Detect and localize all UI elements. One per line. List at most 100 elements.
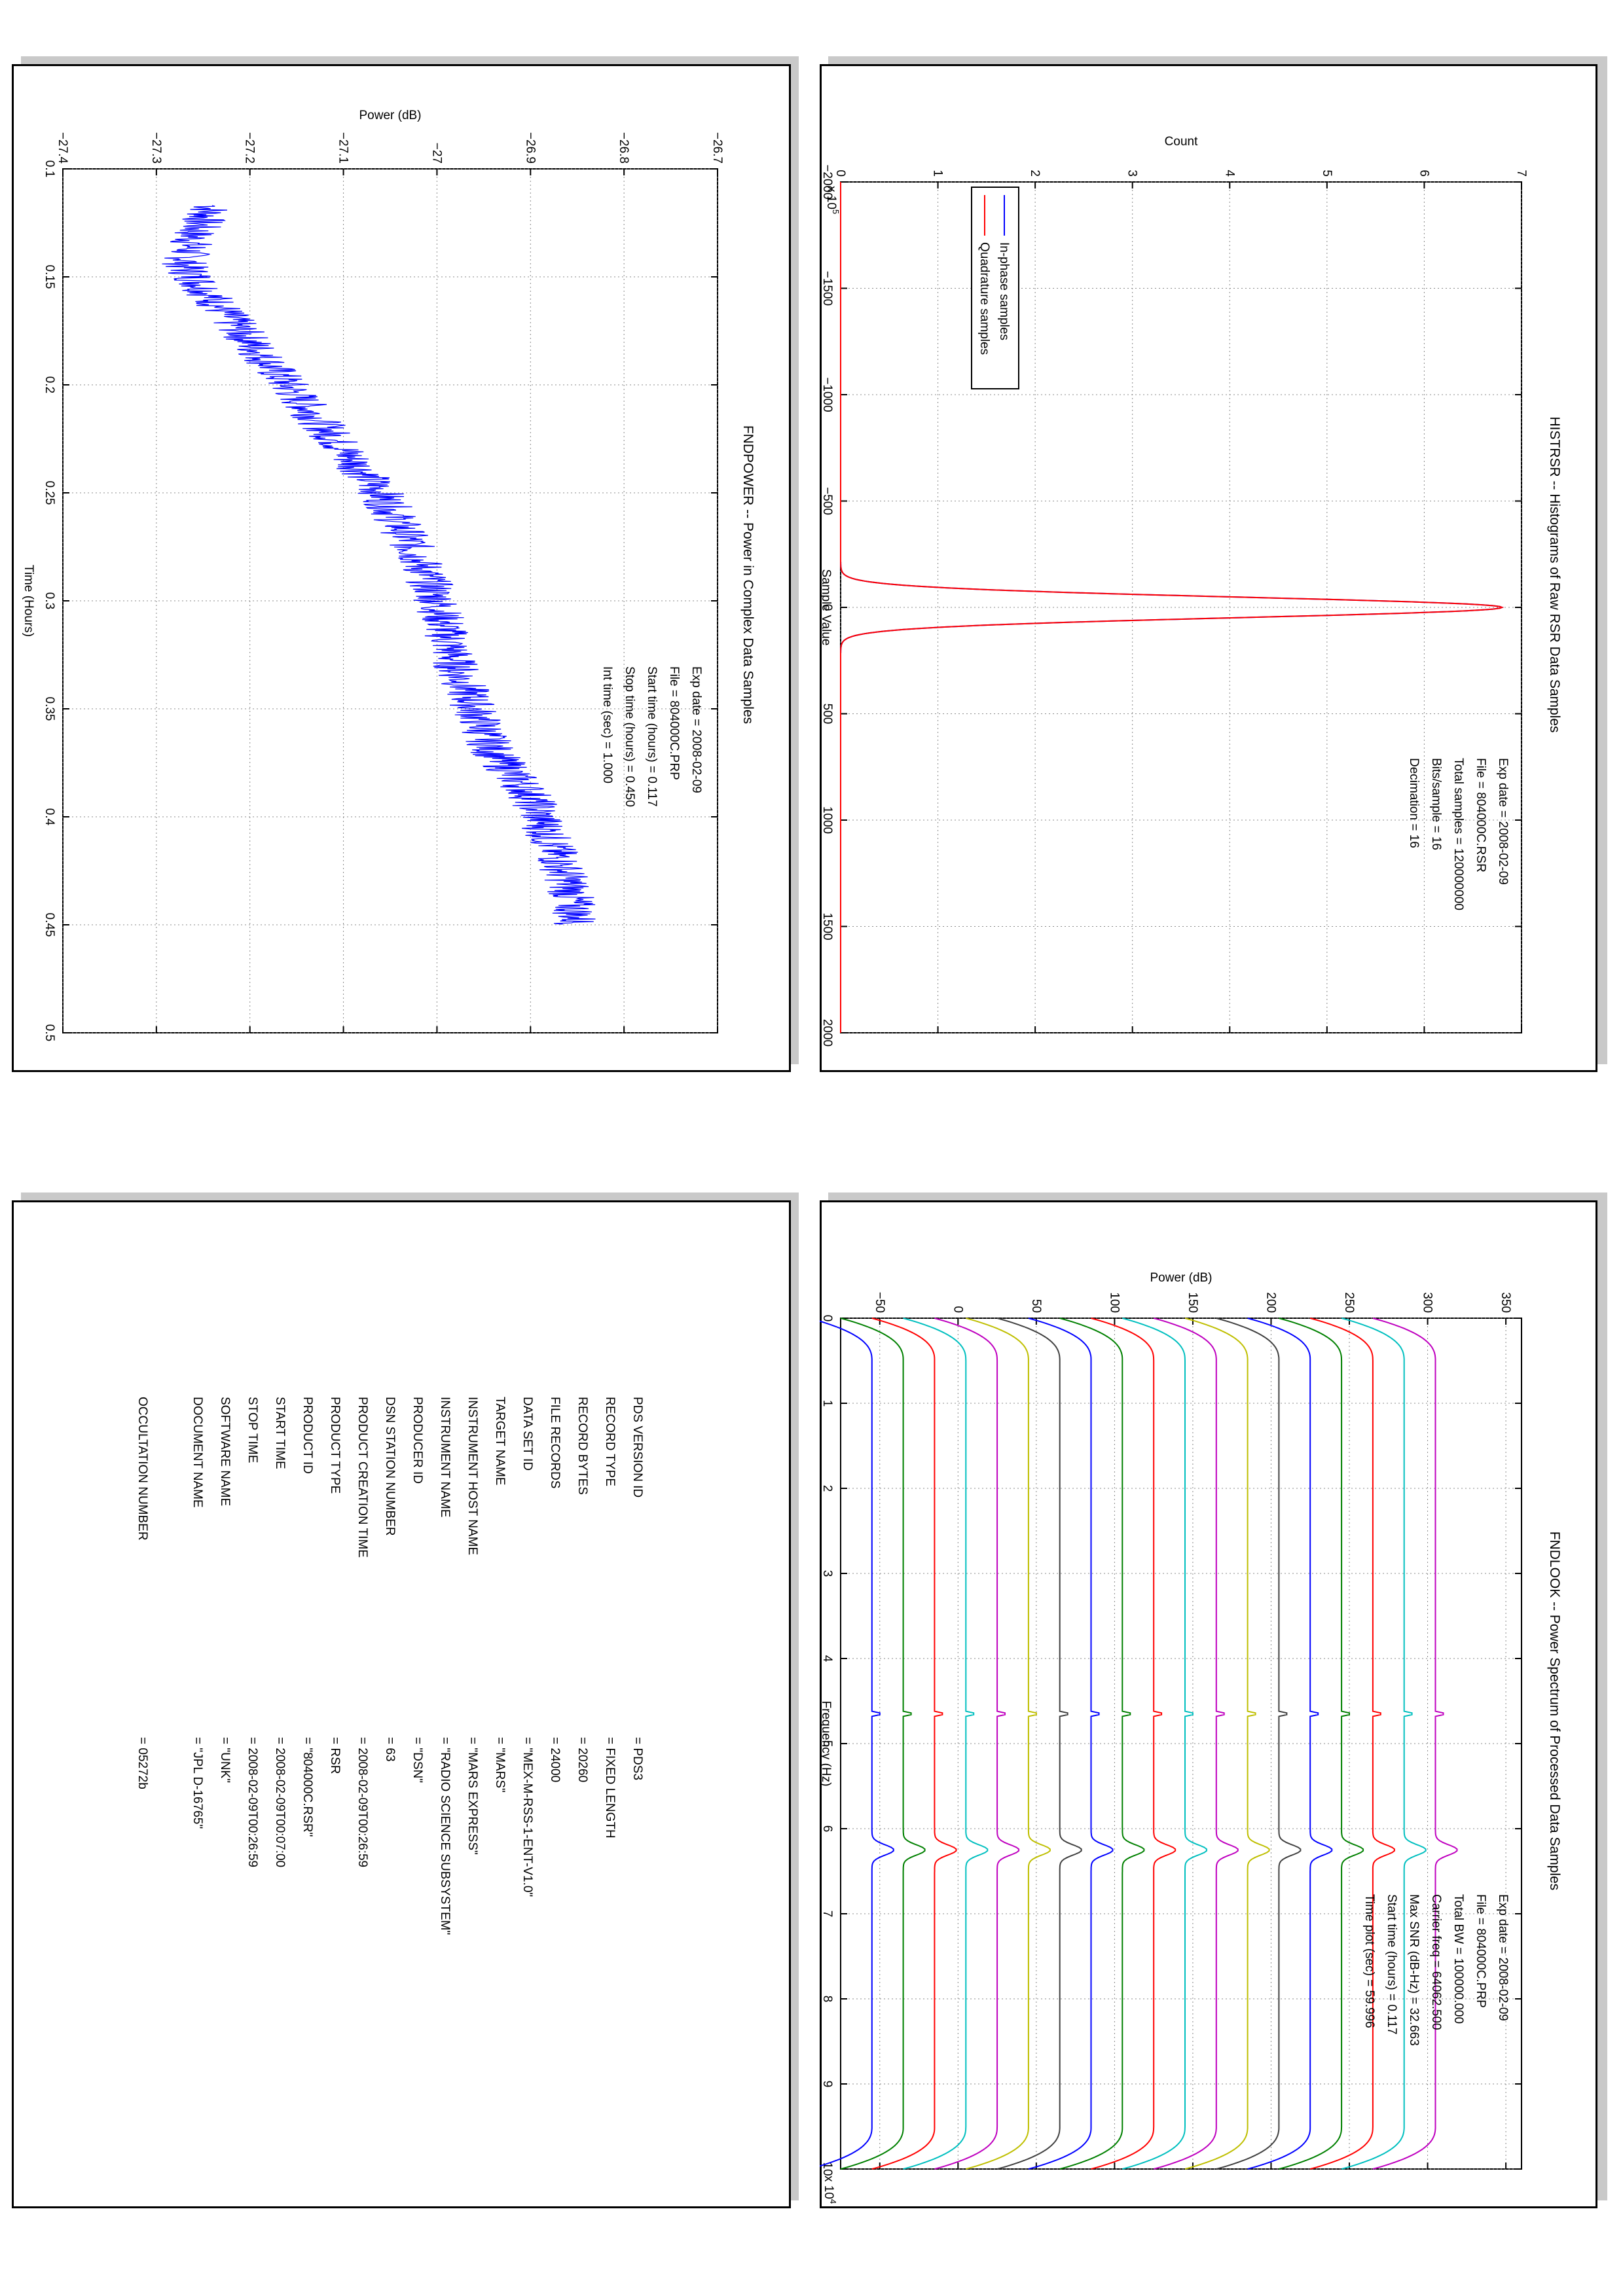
annotation-line: Max SNR (dB-Hz) = 32.663	[1407, 1894, 1421, 2046]
histrsr-series	[840, 182, 1504, 1033]
pds-value: = "MEX-M-RSS-1-ENT-V1.0"	[520, 1737, 534, 1897]
spectrum-line-17	[1341, 1318, 1427, 2170]
histrsr-xlabel: Sample Value	[820, 569, 833, 646]
x-tick-label: 0.2	[43, 376, 56, 393]
pds-value: = 2008-02-09T00:07:00	[273, 1737, 287, 1867]
histrsr-y-exponent: x 105	[824, 186, 841, 214]
y-tick-label: 250	[1342, 1292, 1356, 1313]
pds-key: OCCULTATION NUMBER	[136, 1397, 149, 1541]
histogram-line-quadrature	[840, 182, 1504, 1033]
x-tick-label: 1500	[820, 912, 834, 940]
y-tick-label: 50	[1029, 1299, 1043, 1313]
fndpower-grid	[62, 168, 718, 1033]
annotation-line: File = 804000C.PRP	[1474, 1894, 1487, 2008]
y-tick-label: 3	[1125, 170, 1139, 177]
spectrum-line-16	[1309, 1318, 1395, 2170]
y-tick-label: 5	[1320, 170, 1334, 177]
x-tick-label: 8	[820, 1996, 834, 2003]
x-tick-label: 2	[820, 1485, 834, 1492]
pds-key: PRODUCT TYPE	[328, 1397, 342, 1494]
fndpower-series	[162, 205, 596, 925]
annotation-line: Exp date = 2008-02-09	[689, 666, 703, 793]
pds-value: = 2008-02-09T00:26:59	[356, 1737, 369, 1867]
x-tick-label: −1000	[820, 377, 834, 412]
pds-key: RECORD TYPE	[603, 1397, 617, 1486]
y-tick-label: −27.4	[56, 132, 69, 164]
spectrum-line-2	[871, 1318, 957, 2170]
x-tick-label: 0.4	[43, 808, 56, 826]
fndlook-chart: FNDLOOK -- Power Spectrum of Processed D…	[809, 1271, 1562, 2204]
pds-key: RECORD BYTES	[575, 1397, 589, 1495]
histrsr-ylabel: Count	[1165, 135, 1198, 149]
y-tick-label: 300	[1421, 1292, 1434, 1313]
spectrum-line-9	[1091, 1318, 1176, 2170]
y-tick-label: −50	[873, 1292, 886, 1313]
y-tick-label: −27.2	[243, 132, 257, 164]
pds-value: = 63	[383, 1737, 397, 1762]
pds-key: SOFTWARE NAME	[218, 1397, 232, 1506]
y-tick-label: 200	[1264, 1292, 1277, 1313]
spectrum-line-10	[1122, 1318, 1207, 2170]
pds-value: = FIXED LENGTH	[603, 1737, 617, 1839]
pds-key: START TIME	[273, 1397, 287, 1469]
y-tick-label: −27.1	[337, 132, 350, 164]
pds-key: TARGET NAME	[493, 1397, 507, 1485]
spectrum-line-3	[903, 1318, 989, 2170]
x-tick-label: 0.5	[43, 1024, 56, 1041]
legend-label-quadrature: Quadrature samples	[977, 242, 991, 355]
fndlook-annotations: Exp date = 2008-02-09 File = 804000C.PRP T…	[1362, 1894, 1510, 2046]
fndpower-annotations: Exp date = 2008-02-09 File = 804000C.PRP S…	[600, 666, 703, 807]
fndpower-title: FNDPOWER -- Power in Complex Data Sample…	[740, 425, 756, 724]
fndlook-x-exponent: x 104	[822, 2176, 838, 2204]
x-tick-label: 0.3	[43, 592, 56, 609]
fndpower-chart: FNDPOWER -- Power in Complex Data Sample…	[22, 109, 756, 1041]
annotation-line: File = 804000C.RSR	[1474, 758, 1487, 872]
y-tick-label: 150	[1186, 1292, 1199, 1313]
pds-key: PRODUCER ID	[410, 1397, 424, 1484]
pds-key: INSTRUMENT NAME	[438, 1397, 452, 1517]
pds-value: = 20260	[575, 1737, 589, 1782]
pds-value: = "804000C.RSR"	[301, 1737, 314, 1837]
y-tick-label: 7	[1514, 170, 1528, 177]
y-tick-label: 1	[931, 170, 945, 177]
annotation-line: Decimation = 16	[1407, 758, 1421, 848]
fndlook-title: FNDLOOK -- Power Spectrum of Processed D…	[1547, 1532, 1562, 1891]
x-tick-label: 9	[820, 2081, 834, 2088]
annotation-line: Exp date = 2008-02-09	[1496, 758, 1510, 885]
x-tick-label: 1000	[820, 806, 834, 834]
pds-key: FILE RECORDS	[548, 1397, 562, 1488]
pds-value: = PDS3	[630, 1737, 644, 1780]
pds-key: STOP TIME	[246, 1397, 259, 1463]
y-tick-label: 2	[1028, 170, 1042, 177]
pds-value: = "MARS"	[493, 1737, 507, 1793]
x-tick-label: 0.15	[43, 265, 56, 289]
pds-key: DSN STATION NUMBER	[383, 1397, 397, 1536]
annotation-line: Time plot (sec) = 59.996	[1362, 1894, 1376, 2028]
x-tick-label: 6	[820, 1825, 834, 1833]
x-tick-label: 0.25	[43, 481, 56, 505]
spectrum-line-11	[1153, 1318, 1239, 2170]
histrsr-x-ticks: −2000 −1500 −1000 −500 0 500 1000 1500 2000	[820, 164, 1522, 1047]
x-tick-label: 0.45	[43, 913, 56, 937]
annotation-line: Total samples = 120000000	[1451, 758, 1465, 910]
fndlook-grid	[841, 1318, 1522, 2170]
spectrum-line-1	[840, 1318, 926, 2170]
x-tick-label: −2000	[820, 164, 834, 199]
fndpower-y-ticks: −27.4 −27.3 −27.2 −27.1 −27 −26.9 −26.8 −26.7	[56, 132, 724, 1033]
annotation-line: File = 804000C.PRP	[667, 666, 681, 780]
x-tick-label: 4	[820, 1655, 834, 1662]
pds-value: = "DSN"	[410, 1737, 424, 1783]
y-tick-label: 4	[1222, 170, 1236, 177]
spectrum-line-4	[934, 1318, 1020, 2170]
y-tick-label: −26.7	[710, 132, 724, 164]
y-tick-label: −26.9	[523, 132, 537, 164]
pds-value: = "RADIO SCIENCE SUBSYSTEM"	[438, 1737, 452, 1935]
annotation-line: Start time (hours) = 0.117	[1385, 1894, 1398, 2035]
x-tick-label: 500	[820, 704, 834, 725]
x-tick-label: 10	[820, 2162, 834, 2176]
power-series-line	[162, 205, 596, 925]
x-tick-label: −1500	[820, 271, 834, 306]
fndlook-xlabel: Frequency (Hz)	[820, 1701, 833, 1787]
fndpower-xlabel: Time (Hours)	[22, 565, 35, 637]
pds-value: = RSR	[328, 1737, 342, 1774]
